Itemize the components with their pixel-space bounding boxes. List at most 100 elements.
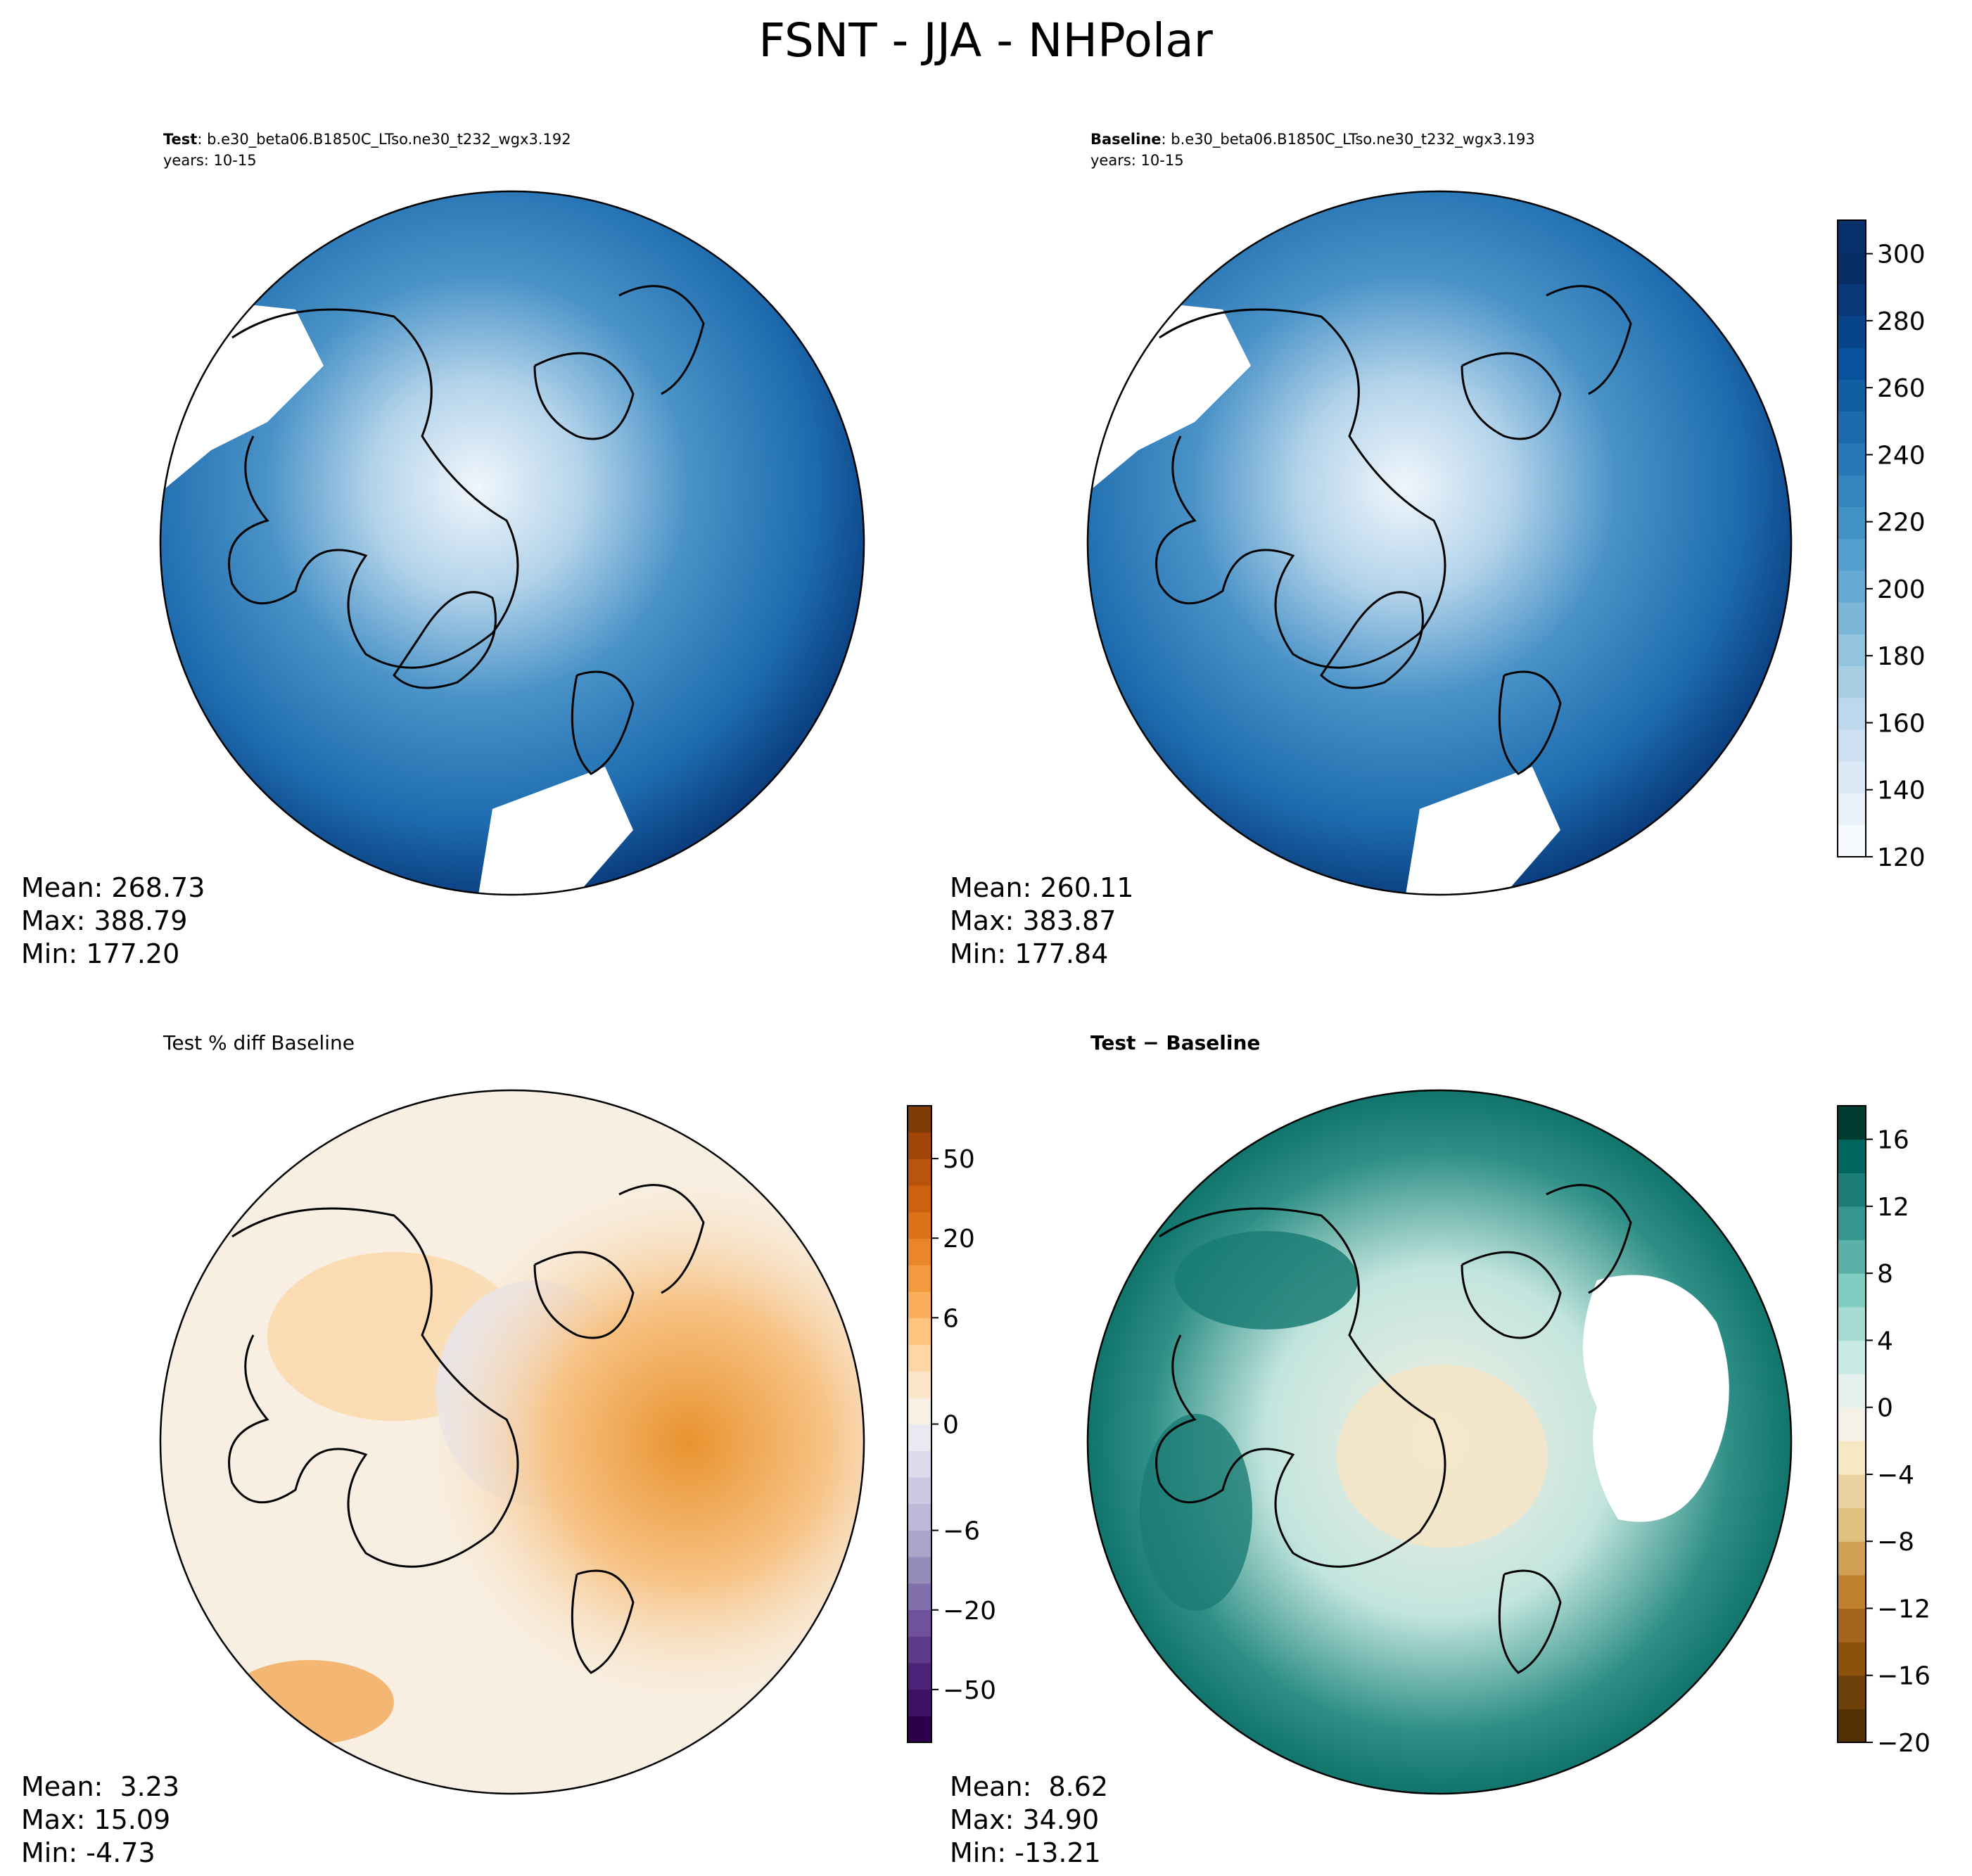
map-test-missing-region-south bbox=[478, 767, 633, 895]
stats-pctdiff: Mean: 3.23 Max: 15.09 Min: -4.73 bbox=[21, 1771, 179, 1868]
colorbar-fsnt-tick-label: 180 bbox=[1877, 642, 1926, 671]
colorbar-fsnt-swatch bbox=[1838, 665, 1866, 698]
colorbar-pctdiff-swatch bbox=[908, 1583, 931, 1611]
panel-diff-label: Test − Baseline bbox=[1090, 1031, 1260, 1054]
colorbar-fsnt-swatch bbox=[1838, 475, 1866, 507]
colorbar-pctdiff-swatch bbox=[908, 1557, 931, 1584]
stats-baseline-mean: Mean: 260.11 bbox=[950, 872, 1133, 903]
colorbar-fsnt-swatch bbox=[1838, 252, 1866, 285]
colorbar-diff-swatch bbox=[1838, 1474, 1866, 1509]
colorbar-fsnt-swatch bbox=[1838, 761, 1866, 794]
colorbar-pctdiff-swatch bbox=[908, 1609, 931, 1637]
panel-diff-labels: Test − Baseline bbox=[1090, 1031, 1260, 1054]
colorbar-diff-tick-label: 8 bbox=[1877, 1260, 1893, 1289]
colorbar-diff-tick-label: −20 bbox=[1877, 1729, 1930, 1758]
stats-baseline: Mean: 260.11 Max: 383.87 Min: 177.84 bbox=[950, 872, 1133, 969]
map-diff bbox=[1086, 1089, 1793, 1795]
colorbar-fsnt-swatch bbox=[1838, 220, 1866, 253]
colorbar-pctdiff-tick-label: 0 bbox=[943, 1411, 959, 1440]
colorbar-fsnt-swatch bbox=[1838, 283, 1866, 317]
colorbar-diff-tick-label: 16 bbox=[1877, 1126, 1909, 1155]
colorbar-fsnt-swatch bbox=[1838, 506, 1866, 540]
colorbar-fsnt-swatch bbox=[1838, 411, 1866, 444]
colorbar-diff-swatch bbox=[1838, 1541, 1866, 1576]
colorbar-pctdiff-swatch bbox=[908, 1291, 931, 1319]
colorbar-pctdiff-swatch bbox=[908, 1106, 931, 1133]
colorbar-fsnt-swatch bbox=[1838, 347, 1866, 380]
map-test bbox=[159, 190, 865, 896]
colorbar-pctdiff-tick-label: 20 bbox=[943, 1225, 975, 1253]
colorbar-diff-tick-label: −12 bbox=[1877, 1595, 1930, 1623]
stats-baseline-min: Min: 177.84 bbox=[950, 938, 1108, 969]
stats-baseline-max: Max: 383.87 bbox=[950, 905, 1116, 936]
map-pctdiff bbox=[159, 1089, 865, 1795]
colorbar-fsnt-swatch bbox=[1838, 697, 1866, 730]
colorbar-pctdiff-swatch bbox=[908, 1503, 931, 1531]
colorbar-fsnt-swatch bbox=[1838, 793, 1866, 826]
colorbar-diff-swatch bbox=[1838, 1273, 1866, 1308]
stats-test-max: Max: 388.79 bbox=[21, 905, 187, 936]
colorbar-fsnt-swatch bbox=[1838, 538, 1866, 571]
colorbar-diff-swatch bbox=[1838, 1507, 1866, 1542]
colorbar-diff-swatch bbox=[1838, 1206, 1866, 1241]
panel-baseline-label-rest: : b.e30_beta06.B1850C_LTso.ne30_t232_wgx… bbox=[1162, 131, 1535, 148]
colorbar-diff-swatch bbox=[1838, 1374, 1866, 1408]
colorbar-pctdiff-swatch bbox=[908, 1689, 931, 1716]
svg-text:Test: b.e30_beta06.B1850C_LTso: Test: b.e30_beta06.B1850C_LTso.ne30_t232… bbox=[163, 131, 571, 148]
colorbar-diff-swatch bbox=[1838, 1642, 1866, 1676]
stats-pctdiff-min: Min: -4.73 bbox=[21, 1837, 155, 1868]
colorbar-pctdiff-swatch bbox=[908, 1371, 931, 1398]
colorbar-diff-swatch bbox=[1838, 1239, 1866, 1274]
colorbar-pctdiff-swatch bbox=[908, 1530, 931, 1557]
colorbar-pctdiff-swatch bbox=[908, 1159, 931, 1186]
colorbar-fsnt-frame bbox=[1837, 219, 1866, 857]
panel-baseline-labels: Baseline: b.e30_beta06.B1850C_LTso.ne30_… bbox=[1090, 131, 1535, 169]
colorbar-pctdiff-swatch bbox=[908, 1211, 931, 1239]
colorbar-diff-swatch bbox=[1838, 1574, 1866, 1609]
colorbar-diff-swatch bbox=[1838, 1173, 1866, 1207]
colorbar-diff-tick-label: −4 bbox=[1877, 1461, 1914, 1490]
colorbar-fsnt-tick-label: 300 bbox=[1877, 241, 1926, 269]
stats-diff-mean: Mean: 8.62 bbox=[950, 1771, 1108, 1802]
colorbar-fsnt-swatch bbox=[1838, 634, 1866, 667]
colorbar-pctdiff-swatch bbox=[908, 1265, 931, 1292]
stats-test: Mean: 268.73 Max: 388.79 Min: 177.20 bbox=[21, 872, 205, 969]
colorbar-pctdiff-swatch bbox=[908, 1317, 931, 1345]
colorbar-pctdiff-tick-label: −50 bbox=[943, 1676, 996, 1705]
colorbar-fsnt-tick-label: 140 bbox=[1877, 777, 1926, 805]
colorbar-pctdiff-swatch bbox=[908, 1476, 931, 1505]
colorbar-fsnt-tick-label: 220 bbox=[1877, 509, 1926, 537]
panel-test-label-bold: Test bbox=[163, 131, 197, 148]
colorbar-fsnt-swatch bbox=[1838, 602, 1866, 634]
stats-pctdiff-max: Max: 15.09 bbox=[21, 1804, 170, 1835]
panel-baseline-label-bold: Baseline bbox=[1090, 131, 1162, 148]
colorbar-pctdiff-swatch bbox=[908, 1344, 931, 1372]
svg-text:Baseline: b.e30_beta06.B1850C_: Baseline: b.e30_beta06.B1850C_LTso.ne30_… bbox=[1090, 131, 1535, 148]
colorbar-fsnt-swatch bbox=[1838, 442, 1866, 476]
panel-pctdiff-labels: Test % diff Baseline bbox=[163, 1031, 355, 1054]
stats-pctdiff-mean: Mean: 3.23 bbox=[21, 1771, 179, 1802]
colorbar-diff-frame bbox=[1837, 1105, 1866, 1743]
panel-test-labels: Test: b.e30_beta06.B1850C_LTso.ne30_t232… bbox=[163, 131, 571, 169]
colorbar-pctdiff: 50 20 6 0 −6 −20 −50 bbox=[907, 1105, 996, 1743]
colorbar-diff-swatch bbox=[1838, 1139, 1866, 1173]
colorbar-pctdiff-swatch bbox=[908, 1716, 931, 1743]
colorbar-pctdiff-tick-label: −20 bbox=[943, 1597, 996, 1626]
panel-baseline-years: years: 10-15 bbox=[1090, 152, 1184, 169]
colorbar-diff-swatch bbox=[1838, 1608, 1866, 1642]
colorbar-fsnt-tick-label: 260 bbox=[1877, 374, 1926, 403]
map-baseline bbox=[1086, 190, 1793, 896]
stats-diff: Mean: 8.62 Max: 34.90 Min: -13.21 bbox=[950, 1771, 1108, 1868]
colorbar-diff-tick-label: −8 bbox=[1877, 1528, 1914, 1557]
colorbar-fsnt-swatch bbox=[1838, 824, 1866, 857]
colorbar-fsnt-swatch bbox=[1838, 315, 1866, 348]
stats-test-mean: Mean: 268.73 bbox=[21, 872, 205, 903]
colorbar-pctdiff-swatch bbox=[908, 1397, 931, 1425]
colorbar-pctdiff-swatch bbox=[908, 1132, 931, 1160]
colorbar-fsnt-tick-label: 160 bbox=[1877, 709, 1926, 738]
colorbar-pctdiff-tick-label: −6 bbox=[943, 1517, 980, 1546]
figure-title: FSNT - JJA - NHPolar bbox=[758, 13, 1213, 68]
stats-diff-max: Max: 34.90 bbox=[950, 1804, 1099, 1835]
colorbar-diff-swatch bbox=[1838, 1709, 1866, 1743]
